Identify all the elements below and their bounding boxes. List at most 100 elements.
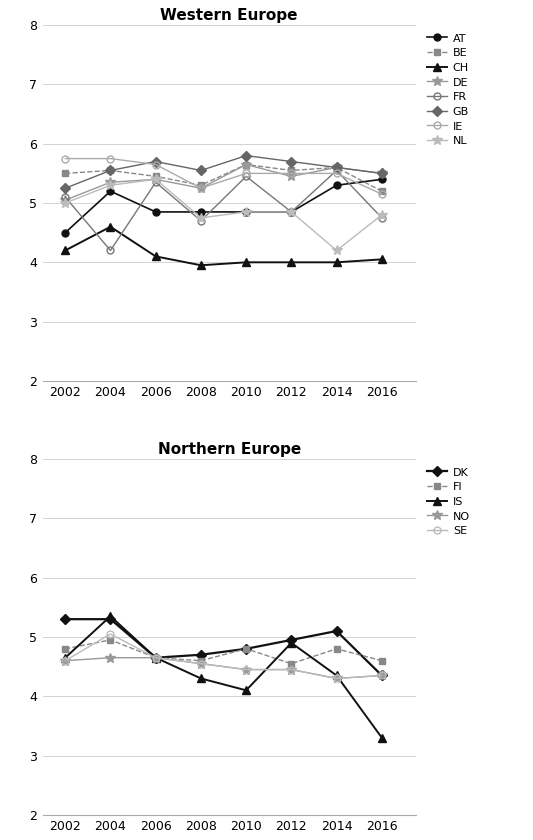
CH	[62, 245, 68, 255]
NL	[198, 213, 204, 223]
Line: SE: SE	[62, 631, 385, 682]
DK	[378, 670, 385, 680]
IS	[334, 670, 340, 680]
SE	[107, 629, 114, 639]
DK	[334, 626, 340, 636]
GB	[288, 156, 295, 166]
CH	[378, 255, 385, 265]
NO	[288, 664, 295, 675]
DE	[62, 195, 68, 205]
Line: NO: NO	[60, 653, 386, 683]
NL	[107, 181, 114, 191]
IE	[243, 168, 249, 178]
DK	[243, 643, 249, 654]
DE	[243, 160, 249, 170]
NO	[198, 659, 204, 669]
BE	[288, 165, 295, 176]
Legend: AT, BE, CH, DE, FR, GB, IE, NL: AT, BE, CH, DE, FR, GB, IE, NL	[425, 31, 471, 149]
FR	[243, 171, 249, 181]
GB	[107, 165, 114, 176]
IS	[107, 612, 114, 622]
BE	[152, 171, 159, 181]
NL	[62, 198, 68, 208]
Line: FR: FR	[62, 167, 385, 254]
DK	[152, 653, 159, 663]
Line: NL: NL	[60, 175, 386, 255]
IS	[288, 638, 295, 648]
IE	[288, 168, 295, 178]
NL	[378, 210, 385, 220]
Line: CH: CH	[61, 223, 386, 270]
FI	[334, 643, 340, 654]
SE	[378, 670, 385, 680]
Line: BE: BE	[62, 161, 385, 195]
DK	[288, 635, 295, 645]
AT	[334, 181, 340, 191]
CH	[152, 251, 159, 261]
Line: AT: AT	[62, 176, 385, 236]
DE	[334, 162, 340, 172]
AT	[378, 174, 385, 184]
SE	[334, 674, 340, 684]
CH	[243, 257, 249, 267]
GB	[62, 183, 68, 193]
DK	[198, 649, 204, 659]
Title: Northern Europe: Northern Europe	[158, 442, 301, 457]
IS	[152, 653, 159, 663]
IS	[378, 732, 385, 743]
BE	[378, 186, 385, 197]
SE	[198, 659, 204, 669]
CH	[334, 257, 340, 267]
BE	[198, 181, 204, 191]
GB	[243, 150, 249, 160]
FR	[334, 165, 340, 176]
FR	[288, 207, 295, 217]
AT	[152, 207, 159, 217]
NO	[152, 653, 159, 663]
FR	[62, 192, 68, 202]
FI	[288, 659, 295, 669]
NO	[107, 653, 114, 663]
DK	[107, 614, 114, 624]
SE	[288, 664, 295, 675]
CH	[288, 257, 295, 267]
Line: DK: DK	[62, 616, 385, 679]
NO	[243, 664, 249, 675]
Title: Western Europe: Western Europe	[160, 8, 298, 23]
BE	[243, 160, 249, 170]
NO	[62, 656, 68, 666]
FR	[107, 245, 114, 255]
IS	[62, 653, 68, 663]
Line: FI: FI	[62, 637, 385, 667]
BE	[334, 162, 340, 172]
FI	[243, 643, 249, 654]
IE	[334, 168, 340, 178]
AT	[243, 207, 249, 217]
AT	[288, 207, 295, 217]
GB	[198, 165, 204, 176]
FR	[378, 213, 385, 223]
IE	[107, 154, 114, 164]
DE	[288, 171, 295, 181]
FI	[62, 643, 68, 654]
DE	[198, 183, 204, 193]
FI	[152, 653, 159, 663]
AT	[62, 228, 68, 238]
DK	[62, 614, 68, 624]
CH	[198, 260, 204, 270]
BE	[62, 168, 68, 178]
IS	[198, 674, 204, 684]
DE	[107, 177, 114, 187]
DE	[378, 168, 385, 178]
SE	[62, 656, 68, 666]
AT	[198, 207, 204, 217]
GB	[152, 156, 159, 166]
AT	[107, 186, 114, 197]
IS	[243, 685, 249, 696]
IE	[378, 189, 385, 199]
GB	[378, 168, 385, 178]
FI	[378, 656, 385, 666]
BE	[107, 165, 114, 176]
Line: IS: IS	[61, 612, 386, 742]
SE	[243, 664, 249, 675]
